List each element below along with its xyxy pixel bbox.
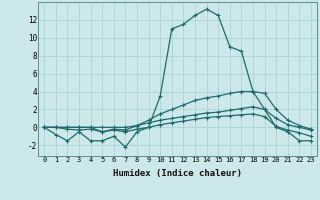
X-axis label: Humidex (Indice chaleur): Humidex (Indice chaleur) [113, 169, 242, 178]
